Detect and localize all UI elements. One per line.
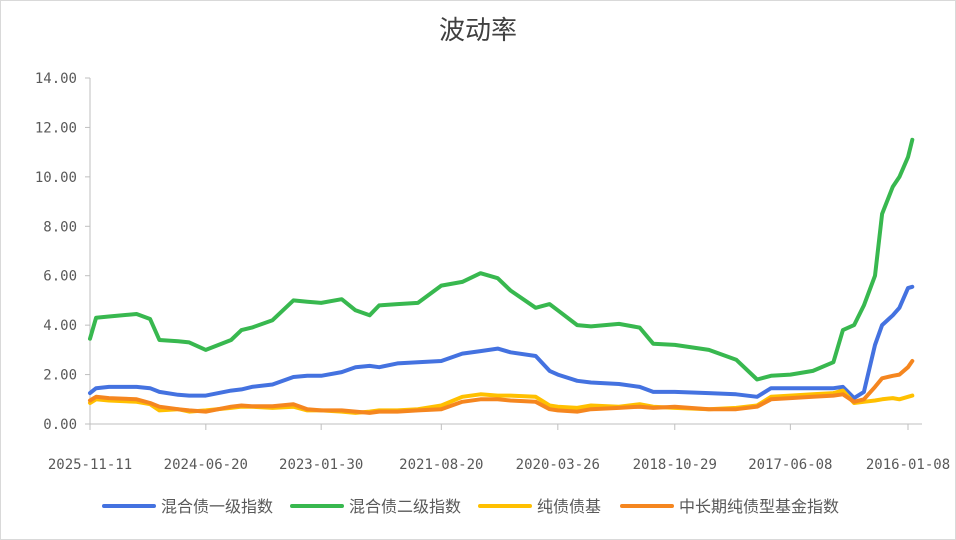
legend: 混合债一级指数 混合债二级指数 纯债债基 中长期纯债型基金指数 bbox=[102, 497, 839, 516]
legend-label: 混合债二级指数 bbox=[349, 497, 461, 516]
series-lines bbox=[88, 137, 915, 415]
y-tick-label: 14.00 bbox=[35, 71, 77, 87]
x-tick-label: 2025-11-11 bbox=[48, 457, 132, 473]
x-tick-label: 2020-03-26 bbox=[516, 457, 600, 473]
series-line-1 bbox=[88, 284, 915, 401]
x-tick-label: 2024-06-20 bbox=[164, 457, 248, 473]
y-axis: 0.00 2.00 4.00 6.00 8.00 10.00 12.00 14.00 bbox=[35, 71, 91, 433]
y-tick-label: 12.00 bbox=[35, 120, 77, 136]
y-tick-label: 8.00 bbox=[43, 219, 77, 235]
chart-title: 波动率 bbox=[439, 16, 517, 46]
y-tick-label: 10.00 bbox=[35, 170, 77, 186]
x-tick-label: 2016-01-08 bbox=[866, 457, 950, 473]
legend-label: 纯债债基 bbox=[537, 497, 601, 516]
x-tick-label: 2018-10-29 bbox=[633, 457, 717, 473]
x-axis: 2025-11-11 2024-06-20 2023-01-30 2021-08-20… bbox=[48, 423, 950, 473]
y-tick-label: 6.00 bbox=[43, 269, 77, 285]
legend-label: 混合债一级指数 bbox=[161, 497, 273, 516]
x-tick-label: 2023-01-30 bbox=[279, 457, 363, 473]
x-tick-label: 2021-08-20 bbox=[399, 457, 483, 473]
x-tick-label: 2017-06-08 bbox=[748, 457, 832, 473]
legend-label: 中长期纯债型基金指数 bbox=[679, 497, 839, 516]
series-line-2 bbox=[88, 137, 915, 382]
series-line-4 bbox=[88, 359, 915, 415]
y-tick-label: 4.00 bbox=[43, 318, 77, 334]
y-tick-label: 2.00 bbox=[43, 368, 77, 384]
y-tick-label: 0.00 bbox=[43, 417, 77, 433]
